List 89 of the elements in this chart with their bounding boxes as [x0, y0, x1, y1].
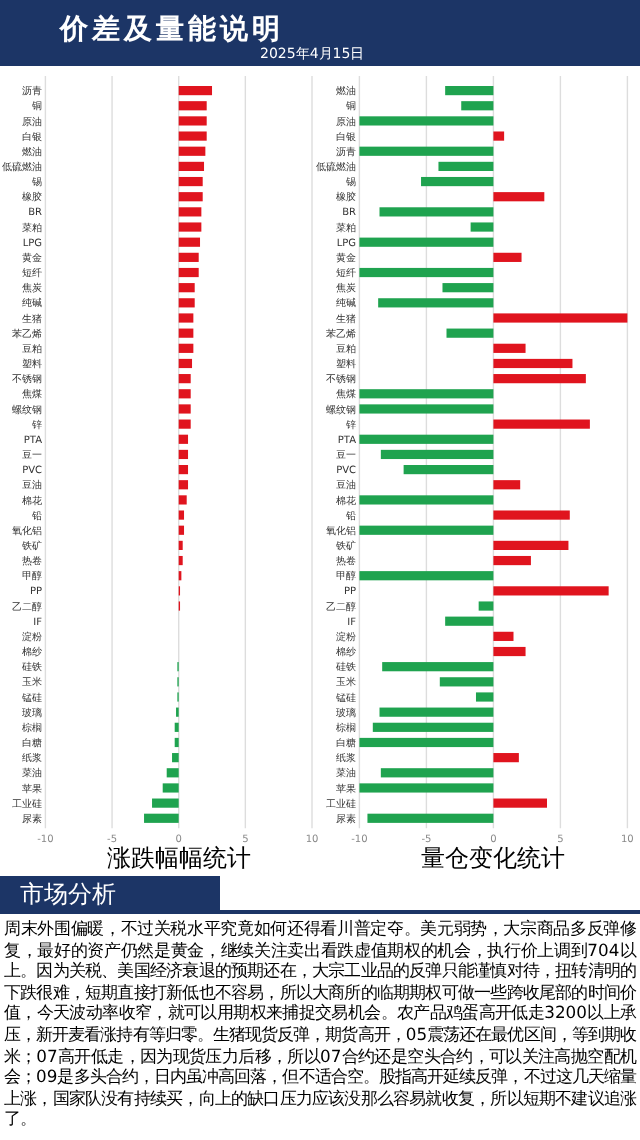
- bar: [178, 283, 195, 293]
- bar: [493, 646, 526, 657]
- bar: [380, 768, 494, 778]
- bar: [178, 374, 191, 384]
- bar: [152, 798, 179, 808]
- bar: [493, 374, 586, 384]
- bar: [493, 252, 522, 262]
- text: 周末外围偏暖，不过关税水平究竟如何还得看川普定夺。美元弱势，大宗商品多反弹修复，最好的资产仍然是黄金，继续关注卖出看跌虚值期权的机会，执行价上调到704以上。因为关税、美国经济衰退的预期还在，大宗工业品的反弹只能谨慎对待，扭转清明的下跌很难，短期直接打新低也不容易，所以大商所的临期期权可做一些跨收尾部的时间价值，今天波动率收窄，就可以用期权来捕捉交易机会。农产品鸡蛋高开低走3200以上承压，新开麦看涨持有等归零。生猪现货反弹，期货高开，05震荡还在最优区间，等到期收米；07高开低走，因为现货压力后移，所以07合约还是空头合约，可以关注高抛空配机会；09是多头合约，日内虽冲高回落，但不适合空。股指高开延续反弹，不过这几天缩量上涨，国家队没有持续买，向上的缺口压力应该没那么容易就收复，所以短期不建议追涨了。: [4, 918, 636, 1129]
- bar: [359, 389, 494, 399]
- bar: [493, 313, 628, 323]
- bar: [493, 358, 573, 369]
- bar: [380, 449, 494, 460]
- bar: [178, 116, 207, 126]
- bar: [421, 176, 494, 187]
- bar: [172, 753, 179, 763]
- bar: [178, 237, 201, 247]
- bar: [178, 131, 207, 141]
- bar: [178, 222, 202, 232]
- bar: [478, 601, 494, 611]
- text: 涨跌幅幅统计: [106, 844, 251, 872]
- bar: [178, 267, 199, 278]
- bar: [445, 86, 494, 96]
- bar: [382, 662, 494, 672]
- bar: [367, 813, 494, 823]
- bar: [359, 146, 494, 156]
- bar: [493, 192, 545, 202]
- chart-title: 价差及量能说明: [60, 12, 284, 47]
- bar: [359, 525, 494, 535]
- bar: [178, 298, 195, 308]
- bar: [493, 753, 519, 763]
- bar: [162, 783, 179, 793]
- bar: [493, 343, 526, 353]
- bar: [178, 495, 187, 505]
- bar: [178, 419, 191, 429]
- bar: [379, 207, 494, 217]
- bar: [178, 313, 194, 323]
- bar: [178, 465, 189, 475]
- bar: [379, 707, 494, 717]
- bar: [446, 328, 494, 338]
- bar: [445, 616, 494, 626]
- bar: [178, 86, 213, 96]
- bar: [178, 252, 199, 262]
- bar: [178, 343, 194, 353]
- bar: [359, 434, 494, 444]
- bar: [359, 783, 494, 793]
- bar: [493, 540, 569, 550]
- bar: [178, 358, 193, 369]
- bar: [178, 207, 202, 217]
- bar: [493, 510, 570, 520]
- bar: [442, 283, 494, 293]
- bar: [493, 631, 514, 641]
- bar: [178, 480, 189, 490]
- bar: [144, 813, 179, 823]
- bar: [178, 101, 207, 111]
- bar: [359, 571, 494, 581]
- bar: [378, 298, 494, 308]
- bar: [493, 131, 505, 141]
- bar: [359, 495, 494, 505]
- bar: [359, 404, 494, 414]
- bar: [470, 222, 494, 232]
- bar: [438, 161, 494, 171]
- text: 市场分析: [0, 876, 220, 912]
- bar: [178, 434, 189, 444]
- bar: [178, 328, 194, 338]
- bar: [372, 722, 494, 732]
- bar: [178, 176, 203, 187]
- bar: [461, 101, 494, 111]
- bar: [178, 192, 203, 202]
- bar: [178, 449, 189, 460]
- bar: [178, 404, 191, 414]
- bar: [359, 116, 494, 126]
- bar: [359, 737, 494, 748]
- bar: [493, 586, 609, 596]
- bar: [178, 510, 185, 520]
- bar: [166, 768, 179, 778]
- text: 量仓变化统计: [421, 844, 566, 872]
- bar: [178, 389, 191, 399]
- bar: [178, 146, 206, 156]
- bar: [178, 161, 205, 171]
- bar: [359, 237, 494, 247]
- bar: [493, 419, 590, 429]
- bar: [493, 480, 521, 490]
- bar: [403, 465, 494, 475]
- bar: [475, 692, 494, 702]
- bar: [493, 555, 531, 566]
- bar: [439, 677, 494, 687]
- bar: [359, 267, 494, 278]
- bar: [493, 798, 547, 808]
- bar: [178, 525, 185, 535]
